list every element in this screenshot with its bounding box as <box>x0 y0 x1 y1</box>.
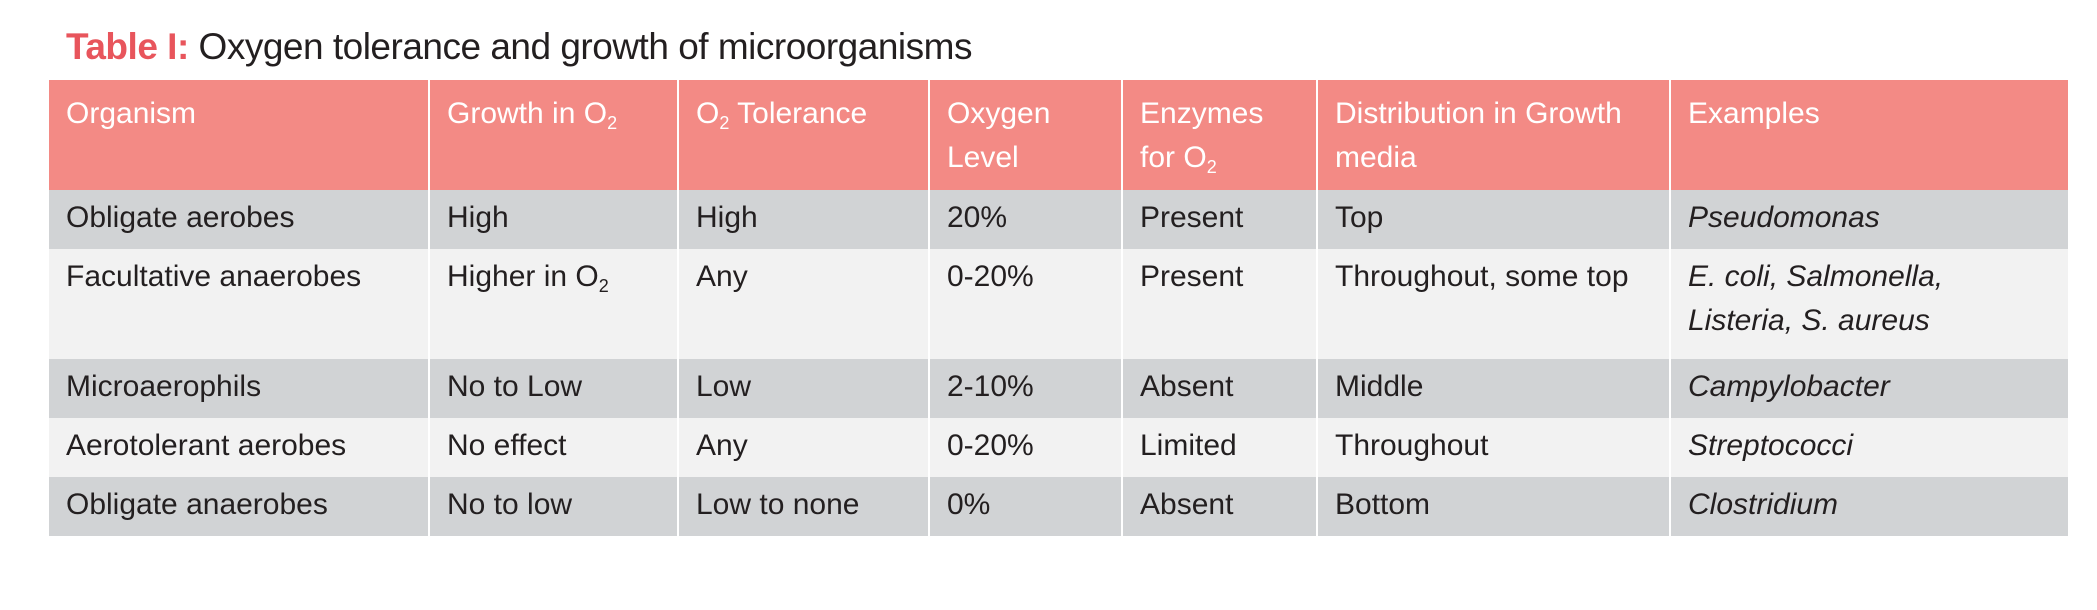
cell-distribution: Bottom <box>1316 477 1670 536</box>
header-oxygen-level: Oxygen Level <box>928 80 1122 190</box>
caption-label: Table I: <box>66 26 189 67</box>
cell-growth: High <box>428 190 678 249</box>
cell-organism: Obligate anaerobes <box>49 477 429 536</box>
cell-enzymes: Present <box>1121 190 1317 249</box>
cell-examples: Pseudomonas <box>1669 190 2068 249</box>
cell-tolerance: Any <box>677 249 929 359</box>
table-row: Facultative anaerobes Higher in O2 Any 0-20… <box>49 249 2068 359</box>
table-row: Aerotolerant aerobes No effect Any 0-20% Lim… <box>49 418 2068 477</box>
header-organism: Organism <box>49 80 429 190</box>
caption-text: Oxygen tolerance and growth of microorga… <box>188 26 973 67</box>
cell-tolerance: Low to none <box>677 477 929 536</box>
cell-tolerance: Low <box>677 359 929 418</box>
cell-examples: E. coli, Salmonella, Listeria, S. aureus <box>1669 249 2068 359</box>
cell-growth: No to low <box>428 477 678 536</box>
header-tolerance: O2 Tolerance <box>677 80 929 190</box>
header-growth: Growth in O2 <box>428 80 678 190</box>
table-row: Microaerophils No to Low Low 2-10% Absent Mid… <box>49 359 2068 418</box>
header-row: Organism Growth in O2 O2 Tolerance Oxyge… <box>49 80 2068 190</box>
cell-level: 0-20% <box>928 418 1122 477</box>
cell-organism: Microaerophils <box>49 359 429 418</box>
cell-examples: Campylobacter <box>1669 359 2068 418</box>
cell-enzymes: Limited <box>1121 418 1317 477</box>
cell-level: 0% <box>928 477 1122 536</box>
header-examples: Examples <box>1669 80 2068 190</box>
header-enzymes: Enzymes for O2 <box>1121 80 1317 190</box>
cell-level: 20% <box>928 190 1122 249</box>
table-caption: Table I: Oxygen tolerance and growth of … <box>66 26 972 68</box>
cell-growth: Higher in O2 <box>428 249 678 359</box>
cell-level: 2-10% <box>928 359 1122 418</box>
cell-level: 0-20% <box>928 249 1122 359</box>
cell-tolerance: High <box>677 190 929 249</box>
cell-tolerance: Any <box>677 418 929 477</box>
cell-examples: Clostridium <box>1669 477 2068 536</box>
cell-organism: Obligate aerobes <box>49 190 429 249</box>
table-row: Obligate anaerobes No to low Low to none 0%… <box>49 477 2068 536</box>
cell-growth: No effect <box>428 418 678 477</box>
table-row: Obligate aerobes High High 20% Present Top Pse… <box>49 190 2068 249</box>
cell-distribution: Throughout, some top <box>1316 249 1670 359</box>
cell-distribution: Middle <box>1316 359 1670 418</box>
cell-growth: No to Low <box>428 359 678 418</box>
header-distribution: Distribution in Growth media <box>1316 80 1670 190</box>
cell-enzymes: Absent <box>1121 477 1317 536</box>
cell-distribution: Throughout <box>1316 418 1670 477</box>
cell-examples: Streptococci <box>1669 418 2068 477</box>
cell-organism: Aerotolerant aerobes <box>49 418 429 477</box>
oxygen-tolerance-table: Organism Growth in O2 O2 Tolerance Oxyge… <box>49 80 2068 536</box>
cell-enzymes: Present <box>1121 249 1317 359</box>
cell-distribution: Top <box>1316 190 1670 249</box>
cell-organism: Facultative anaerobes <box>49 249 429 359</box>
cell-enzymes: Absent <box>1121 359 1317 418</box>
